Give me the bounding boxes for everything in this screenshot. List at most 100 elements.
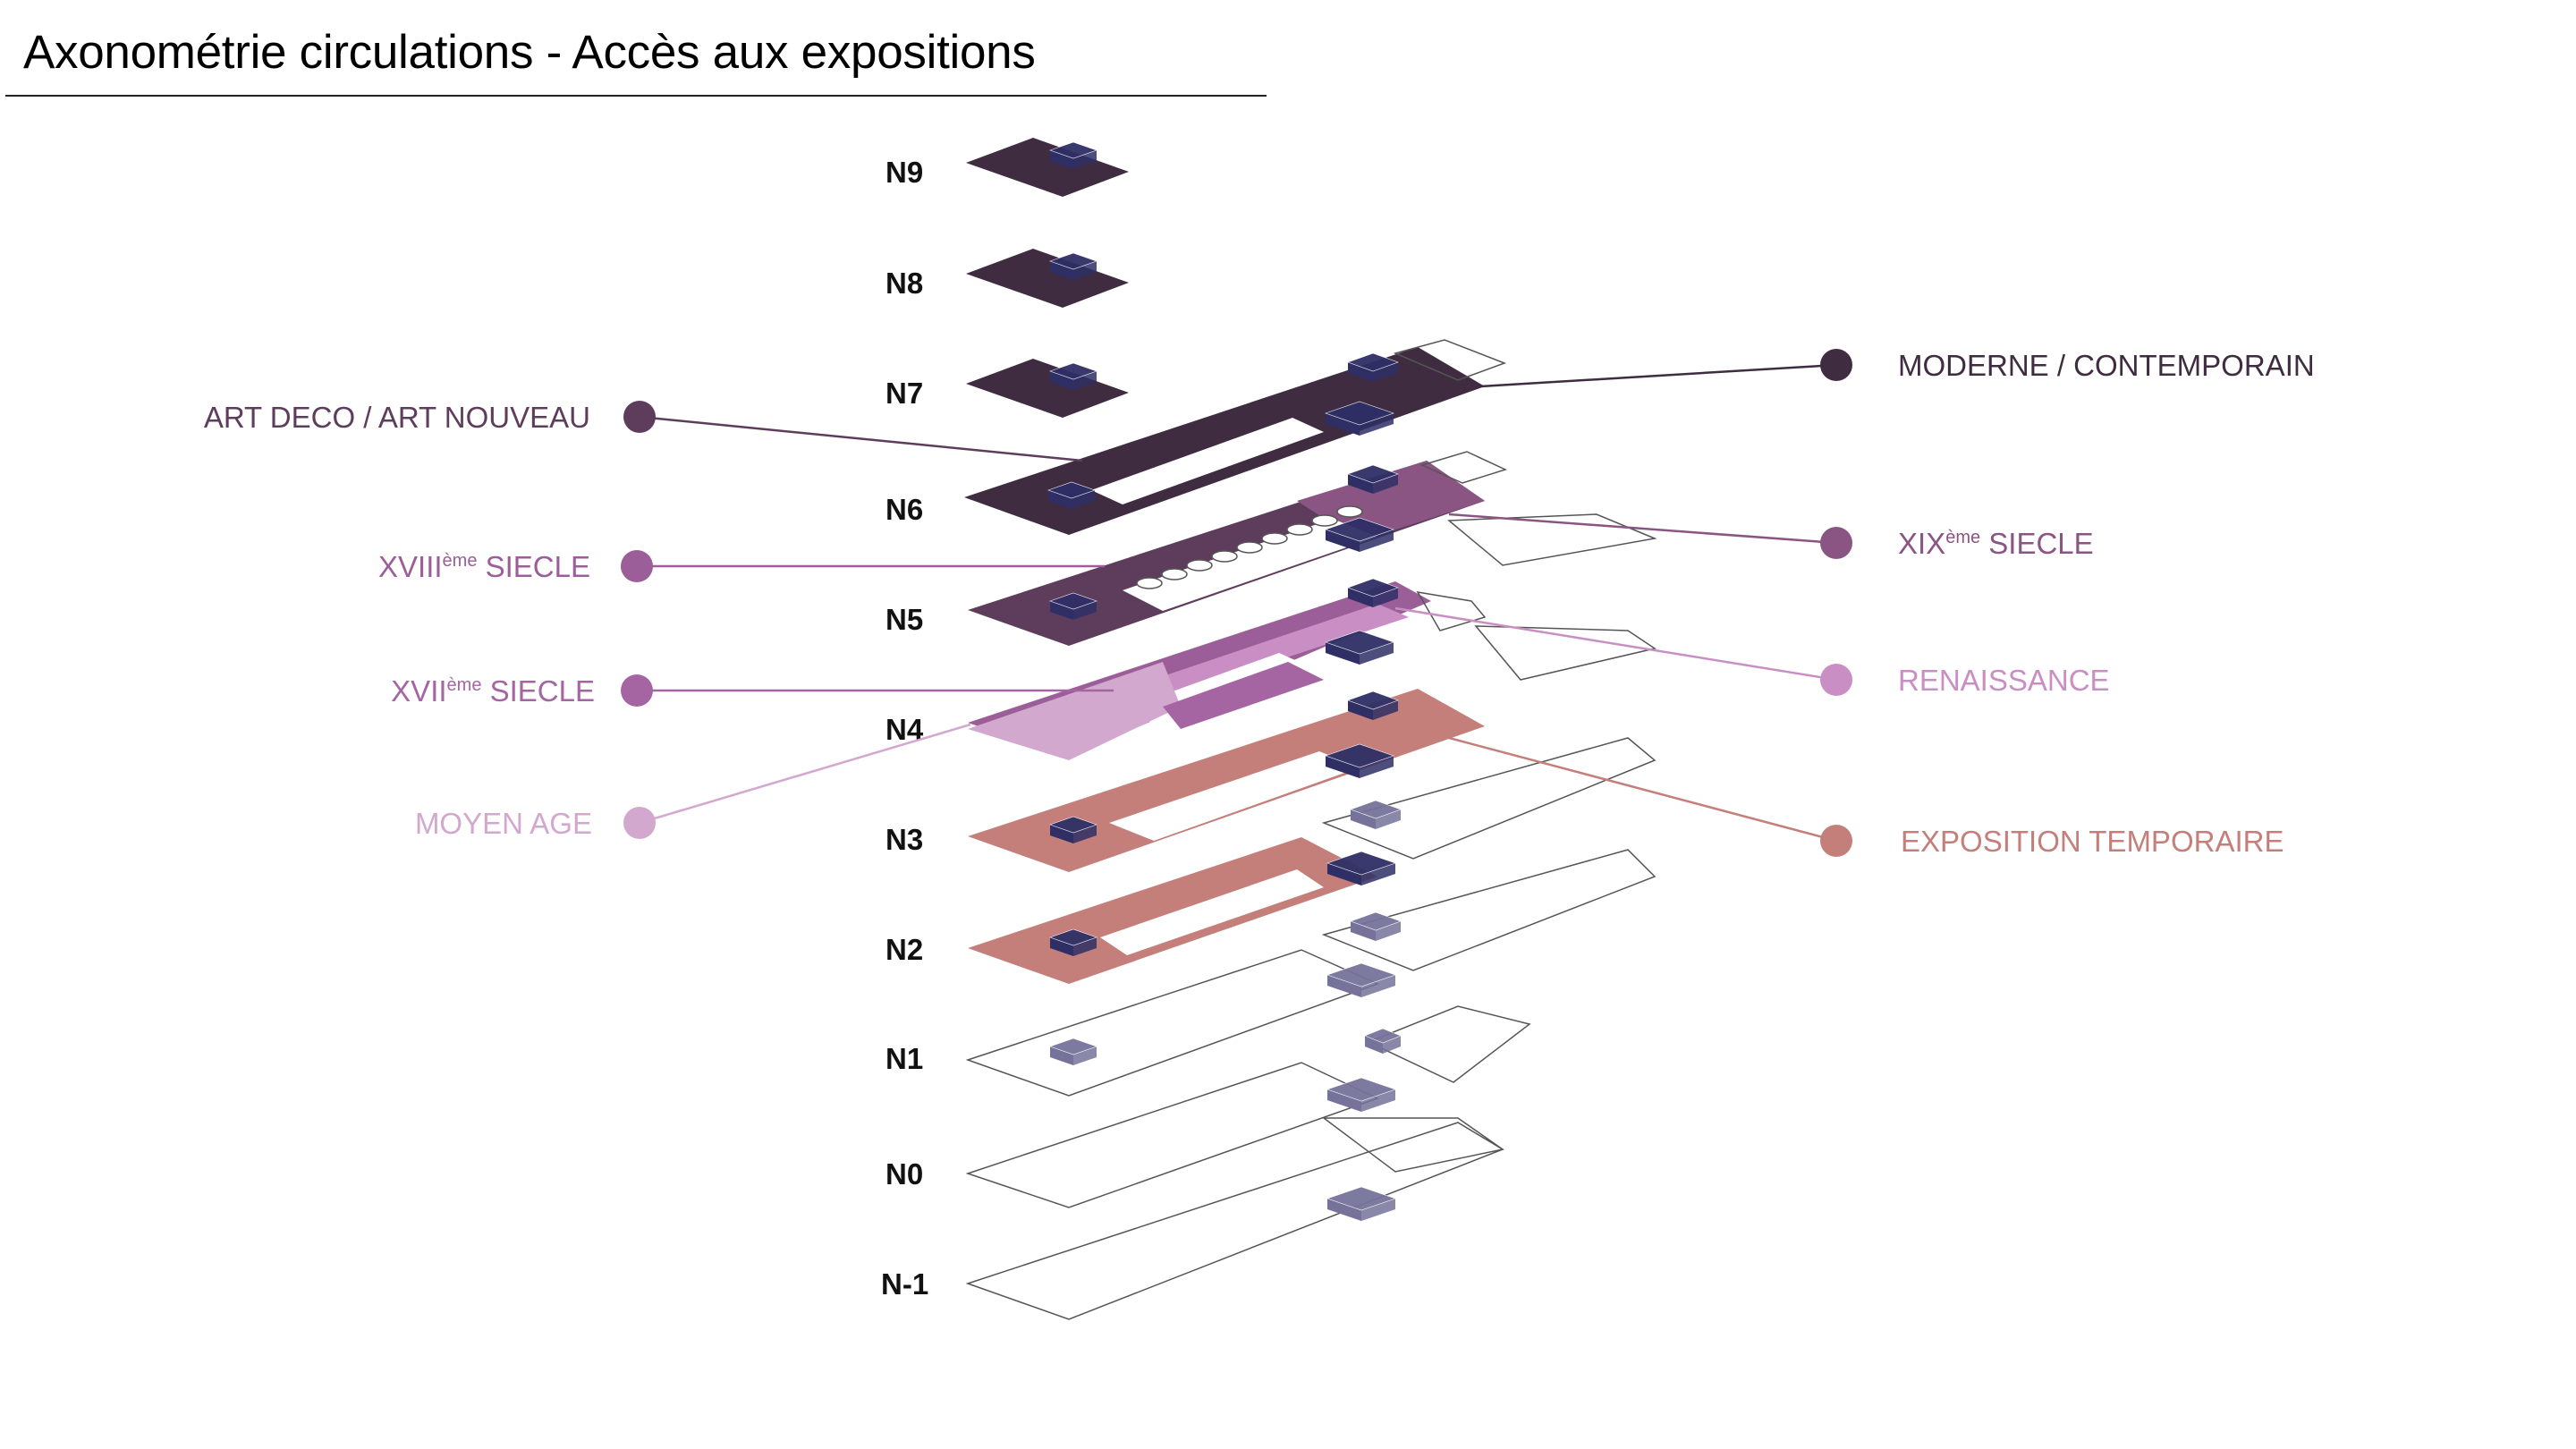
legend-text: ART DECO / ART NOUVEAU <box>204 401 590 434</box>
core-top <box>1347 352 1399 372</box>
column-circle <box>1311 514 1338 527</box>
core-face <box>1073 1046 1097 1065</box>
dot-renaissance <box>1820 664 1852 696</box>
slab-n7-main <box>964 347 1485 535</box>
core-face <box>1326 530 1360 552</box>
core-face <box>1327 975 1361 997</box>
legend-sup: ème <box>447 675 482 695</box>
level-label-n-1: N-1 <box>881 1267 928 1301</box>
dot-xviii <box>621 550 653 582</box>
core-face <box>1050 1046 1073 1065</box>
level-label-n5: N5 <box>886 603 923 636</box>
slab-n7-outline <box>1393 339 1507 381</box>
legend-label-xix: XIXème SIECLE <box>1898 527 2094 560</box>
slab-n6-xix <box>1297 461 1485 541</box>
core-face <box>1072 490 1095 509</box>
core-top <box>1049 928 1097 946</box>
core-face <box>1073 601 1097 620</box>
legend-label-expo-temp: EXPOSITION TEMPORAIRE <box>1901 825 2284 858</box>
dot-art-deco <box>623 401 656 433</box>
slab-n5-outline <box>1416 590 1487 631</box>
level-label-n3: N3 <box>886 823 923 856</box>
core-face <box>1361 975 1395 997</box>
core-n1-a <box>1326 962 1396 997</box>
core-top <box>1049 816 1097 834</box>
legend-text: XVII <box>391 674 446 708</box>
slab-n5-outline-b <box>1474 625 1657 681</box>
slab-n2-main <box>968 837 1377 984</box>
slab-n0-b <box>1321 1117 1504 1173</box>
slab-n3-void <box>1109 751 1360 841</box>
core-face <box>1373 362 1398 382</box>
core-top <box>1049 1038 1097 1055</box>
slab-n1 <box>965 949 1380 1097</box>
legend-rest: SIECLE <box>1980 527 2094 560</box>
core-face <box>1373 700 1398 720</box>
slab-n6-void <box>1123 519 1377 611</box>
core-face <box>1361 1089 1395 1112</box>
slab-n4-moyen <box>968 662 1181 760</box>
leader-moyen-age <box>639 723 971 825</box>
core-n7-a <box>1347 352 1399 382</box>
core-face <box>1361 1199 1395 1221</box>
dot-moyen-age <box>623 807 656 839</box>
column-circle <box>1211 550 1238 563</box>
core-face <box>1050 261 1073 280</box>
core-top <box>1347 578 1399 597</box>
core-face <box>1348 700 1373 720</box>
legend-leaders <box>637 363 1837 843</box>
core-face <box>1351 809 1376 829</box>
core-face <box>1360 642 1394 665</box>
slab-n6-outline <box>1419 451 1508 484</box>
core-face <box>1348 588 1373 607</box>
core-top <box>1350 800 1402 819</box>
core-face <box>1073 261 1097 280</box>
slab-n3-main <box>968 689 1485 872</box>
column-circle <box>1286 523 1313 536</box>
core-top <box>1326 1186 1396 1211</box>
core-top <box>1325 743 1394 768</box>
core-n6-a <box>1347 464 1399 494</box>
core-face <box>1326 642 1360 665</box>
level-label-n7: N7 <box>886 377 923 410</box>
core-n7-b <box>1325 401 1394 436</box>
core-face <box>1050 937 1073 956</box>
legend-text: MOYEN AGE <box>415 807 592 840</box>
core-top <box>1326 962 1396 987</box>
legend-label-art-deco: ART DECO / ART NOUVEAU <box>204 401 590 434</box>
core-n2-c <box>1350 911 1402 941</box>
core-n7-c <box>1047 481 1096 509</box>
core-face <box>1383 1036 1401 1054</box>
core-n2-a <box>1326 851 1396 886</box>
core-face <box>1326 756 1360 778</box>
legend-label-xvii: XVIIème SIECLE <box>391 674 595 708</box>
core-top <box>1049 362 1097 380</box>
core-n5-b <box>1325 630 1394 665</box>
core-face <box>1327 1089 1361 1112</box>
core-face <box>1348 474 1373 494</box>
level-label-n1: N1 <box>886 1042 923 1075</box>
column-circle <box>1161 568 1188 580</box>
core-face <box>1348 362 1373 382</box>
legend-text: RENAISSANCE <box>1898 664 2110 697</box>
core-face <box>1327 863 1361 886</box>
floor-slabs <box>964 138 1657 1320</box>
core-n3-b <box>1325 743 1394 778</box>
legend-label-moyen-age: MOYEN AGE <box>415 807 592 840</box>
core-n1-c <box>1364 1028 1402 1054</box>
level-label-n0: N0 <box>886 1157 923 1191</box>
title-divider <box>5 95 1267 97</box>
dot-xix <box>1820 527 1852 559</box>
legend-sup: ème <box>1945 528 1980 547</box>
core-n9 <box>1049 141 1097 169</box>
level-label-n2: N2 <box>886 933 923 966</box>
leader-art-deco <box>639 415 1083 462</box>
core-n-1 <box>1326 1186 1396 1221</box>
core-face <box>1365 1036 1383 1054</box>
legend-label-xviii: XVIIIème SIECLE <box>378 550 590 583</box>
core-face <box>1360 756 1394 778</box>
core-top <box>1325 630 1394 655</box>
legend-rest: SIECLE <box>481 674 595 708</box>
core-top <box>1364 1028 1402 1044</box>
